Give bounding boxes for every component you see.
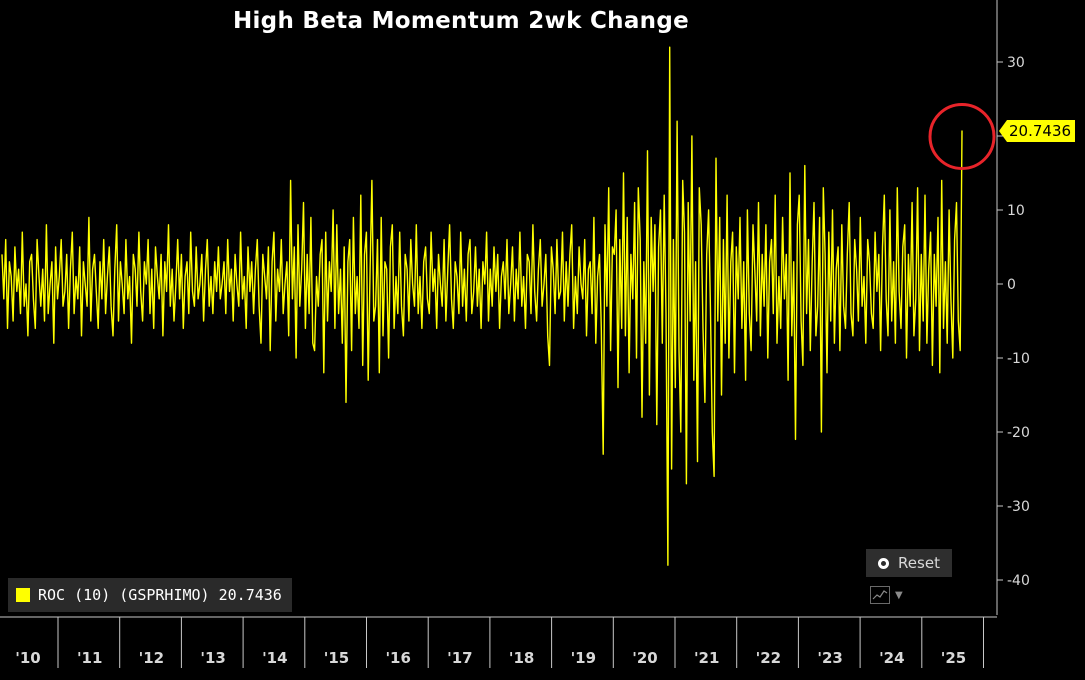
y-tick-label: -30	[1007, 499, 1030, 515]
y-tick-label: 0	[1007, 277, 1016, 293]
legend: ROC (10) (GSPRHIMO) 20.7436	[8, 578, 292, 612]
y-tick-label: 30	[1007, 55, 1025, 71]
reset-button[interactable]: Reset	[866, 549, 952, 577]
x-tick-label: '22	[756, 649, 781, 667]
legend-swatch	[16, 588, 30, 602]
y-tick-label: -20	[1007, 425, 1030, 441]
last-value-tag: 20.7436	[998, 120, 1076, 142]
x-tick-label: '11	[77, 649, 102, 667]
reset-label: Reset	[898, 554, 940, 572]
x-tick-label: '13	[200, 649, 225, 667]
chevron-down-icon: ▼	[895, 589, 903, 601]
x-tick-label: '20	[632, 649, 657, 667]
x-tick-label: '21	[694, 649, 719, 667]
x-tick-label: '14	[262, 649, 287, 667]
x-tick-label: '16	[385, 649, 410, 667]
line-chart-icon	[870, 586, 890, 604]
y-tick-label: -10	[1007, 351, 1030, 367]
chart-title: High Beta Momentum 2wk Change	[232, 8, 690, 34]
x-tick-label: '10	[15, 649, 40, 667]
x-tick-label: '17	[447, 649, 472, 667]
x-tick-label: '15	[324, 649, 349, 667]
chart-view-dropdown[interactable]: ▼	[870, 584, 912, 606]
x-tick-label: '25	[941, 649, 966, 667]
highlight-circle	[928, 102, 996, 170]
x-tick-label: '23	[817, 649, 842, 667]
x-tick-label: '12	[139, 649, 164, 667]
x-tick-label: '18	[509, 649, 534, 667]
x-tick-label: '24	[879, 649, 904, 667]
y-tick-label: 10	[1007, 203, 1025, 219]
legend-label: ROC (10) (GSPRHIMO) 20.7436	[38, 586, 282, 604]
x-tick-label: '19	[571, 649, 596, 667]
reset-icon	[878, 557, 890, 569]
y-tick-label: -40	[1007, 573, 1030, 589]
series-line	[1, 46, 963, 566]
